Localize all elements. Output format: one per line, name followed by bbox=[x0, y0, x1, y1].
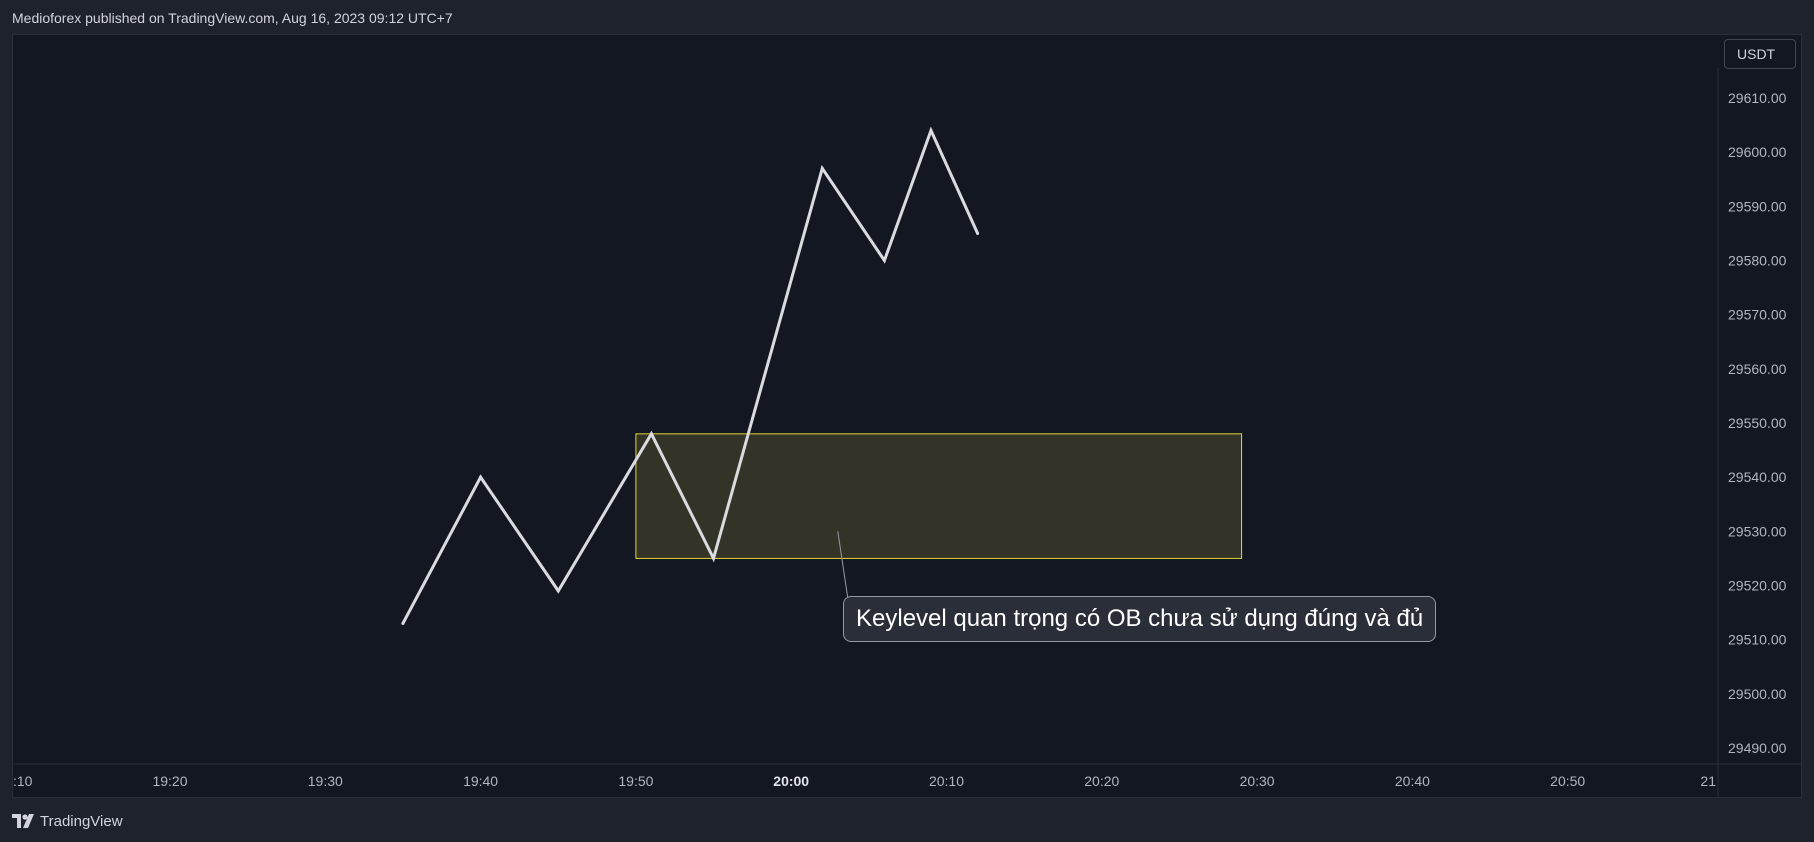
time-tick-label: 19:20 bbox=[152, 773, 187, 789]
price-point bbox=[712, 556, 716, 560]
price-tick-label: 29540.00 bbox=[1728, 469, 1787, 485]
price-tick-label: 29600.00 bbox=[1728, 144, 1787, 160]
footer-brand-label: TradingView bbox=[40, 812, 123, 830]
time-tick-label: 20:00 bbox=[773, 773, 809, 789]
price-point bbox=[479, 475, 483, 479]
price-point bbox=[556, 589, 560, 593]
time-tick-label: 19:50 bbox=[618, 773, 653, 789]
price-tick-label: 29570.00 bbox=[1728, 307, 1787, 323]
price-point bbox=[882, 259, 886, 262]
order-block-zone[interactable] bbox=[635, 433, 1243, 559]
time-tick-label: 20:40 bbox=[1395, 773, 1430, 789]
price-line-layer bbox=[401, 126, 980, 625]
price-point bbox=[929, 129, 933, 132]
currency-badge[interactable]: USDT bbox=[1724, 39, 1796, 69]
price-tick-label: 29580.00 bbox=[1728, 253, 1787, 269]
chart-panel[interactable] bbox=[12, 34, 1802, 798]
price-point bbox=[820, 166, 824, 170]
time-tick-label: 20:20 bbox=[1084, 773, 1119, 789]
price-tick-label: 29550.00 bbox=[1728, 415, 1787, 431]
time-tick-label: :10 bbox=[13, 773, 33, 789]
order-block-layer bbox=[635, 433, 1243, 559]
price-tick-label: 29560.00 bbox=[1728, 361, 1787, 377]
price-tick-label: 29520.00 bbox=[1728, 578, 1787, 594]
time-tick-label: 20:30 bbox=[1240, 773, 1275, 789]
price-point bbox=[976, 231, 980, 235]
price-tick-label: 29490.00 bbox=[1728, 740, 1787, 756]
time-tick-label: 20:50 bbox=[1550, 773, 1585, 789]
tradingview-logo-icon bbox=[12, 814, 34, 828]
annotation-callout[interactable]: Keylevel quan trọng có OB chưa sử dụng đ… bbox=[843, 596, 1437, 642]
time-tick-label: 20:10 bbox=[929, 773, 964, 789]
price-tick-label: 29510.00 bbox=[1728, 632, 1787, 648]
price-axis[interactable]: 29610.00 29600.00 29590.00 29580.00 29570.00… bbox=[1728, 90, 1787, 756]
time-tick-label: 19:40 bbox=[463, 773, 498, 789]
price-tick-label: 29500.00 bbox=[1728, 686, 1787, 702]
publish-info: Medioforex published on TradingView.com,… bbox=[12, 10, 453, 26]
price-tick-label: 29610.00 bbox=[1728, 90, 1787, 106]
price-tick-label: 29530.00 bbox=[1728, 523, 1787, 539]
footer-brand[interactable]: TradingView bbox=[12, 810, 123, 832]
price-point bbox=[401, 621, 405, 625]
time-tick-label: 19:30 bbox=[308, 773, 343, 789]
time-axis[interactable]: :10 19:20 19:30 19:40 19:50 20:00 20:10 20:20 20… bbox=[13, 773, 1716, 789]
price-point bbox=[649, 432, 653, 436]
price-tick-label: 29590.00 bbox=[1728, 198, 1787, 214]
time-tick-label: 21 bbox=[1700, 773, 1716, 789]
